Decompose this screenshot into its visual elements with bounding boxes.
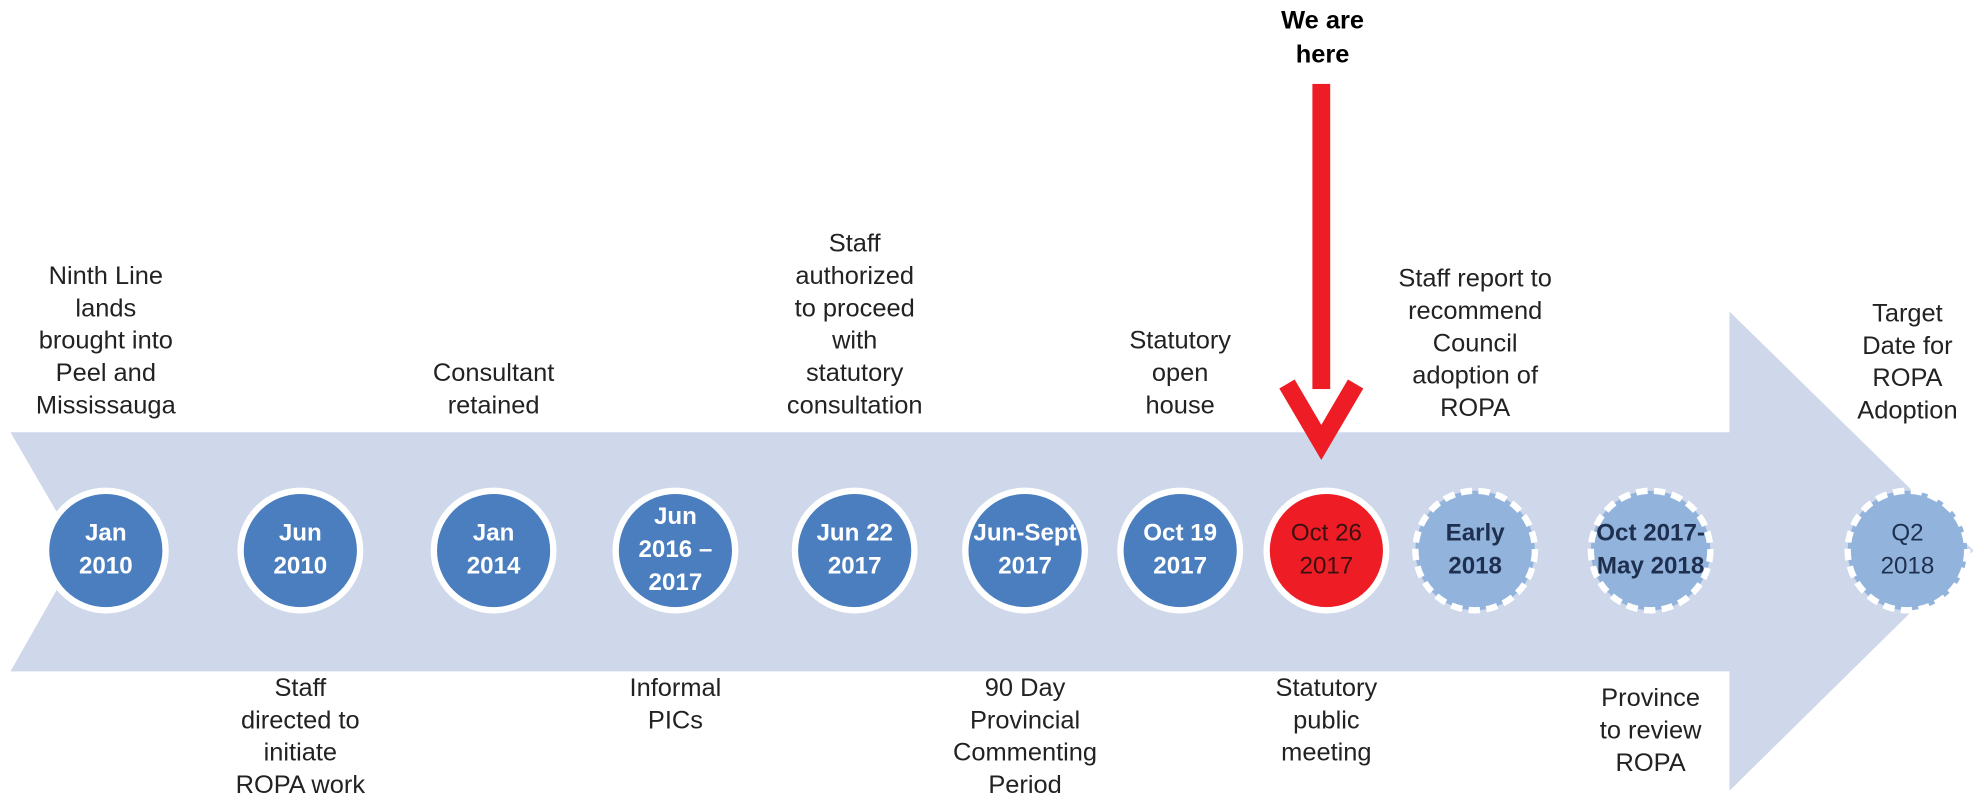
pointer-shaft	[1312, 83, 1331, 390]
milestone-text: lands	[75, 294, 136, 322]
milestone-circle	[1844, 487, 1971, 614]
pointer-text: We are	[1281, 6, 1364, 34]
milestone-text: PICs	[648, 706, 703, 734]
milestone-circle	[1117, 487, 1244, 614]
milestone-text: Commenting	[953, 739, 1097, 767]
milestone-date: Jun	[654, 503, 697, 530]
milestone-date: Early	[1446, 519, 1506, 546]
milestone-text: house	[1146, 392, 1215, 420]
milestone-text: ROPA	[1872, 364, 1942, 392]
milestone-text: 90 Day	[985, 674, 1066, 702]
milestone-text: Staff	[274, 674, 327, 702]
milestone-circle	[1263, 487, 1390, 614]
milestone-date: 2018	[1881, 552, 1935, 579]
milestone-text: Mississauga	[36, 392, 177, 420]
milestone-text: adoption of	[1412, 362, 1539, 390]
milestone-date: Jun	[279, 519, 322, 546]
milestone-text: ROPA work	[236, 771, 366, 799]
milestone-circle	[612, 487, 739, 614]
milestone-text: Statutory	[1129, 327, 1231, 355]
milestone-text: consultation	[787, 392, 923, 420]
milestone-text: Provincial	[970, 706, 1080, 734]
milestone-text: Ninth Line	[49, 262, 163, 290]
milestone-text: meeting	[1281, 739, 1371, 767]
milestone-circle	[42, 487, 169, 614]
milestone-text: ROPA	[1440, 394, 1510, 422]
milestone-circle	[237, 487, 364, 614]
milestone-text: Council	[1433, 329, 1518, 357]
milestone-date: 2017	[1153, 552, 1207, 579]
milestone-text: directed to	[241, 706, 360, 734]
milestone-text: open	[1152, 359, 1209, 387]
milestone-date: 2017	[828, 552, 882, 579]
milestone-text: with	[831, 327, 877, 355]
milestone-text: statutory	[806, 359, 904, 387]
milestone-date: 2017	[998, 552, 1052, 579]
milestone-date: Jun 22	[816, 519, 892, 546]
milestone-date: Jun-Sept	[973, 519, 1076, 546]
milestone-text: retained	[448, 392, 540, 420]
milestone-text: Peel and	[56, 359, 156, 387]
milestone-text: brought into	[39, 327, 173, 355]
milestone-text: Adoption	[1857, 397, 1957, 425]
milestone-text: Informal	[630, 674, 722, 702]
milestone-text: Staff	[829, 229, 882, 257]
milestone-date: Oct 19	[1143, 519, 1217, 546]
milestone-text: public	[1293, 706, 1360, 734]
milestone-text: Period	[988, 771, 1061, 799]
milestone-text: Statutory	[1276, 674, 1378, 702]
milestone-text: authorized	[795, 262, 914, 290]
milestone-date: 2010	[79, 552, 133, 579]
milestone-date: Oct 26	[1291, 519, 1362, 546]
milestone-circle	[791, 487, 918, 614]
milestones: Jan 2010 Ninth Line lands brought into Peel a…	[36, 229, 1971, 799]
milestone-date: 2018	[1448, 552, 1502, 579]
pointer-text: here	[1296, 41, 1350, 69]
milestone-date: Q2	[1891, 519, 1923, 546]
milestone-text: recommend	[1408, 297, 1542, 325]
milestone-text: Staff report to	[1398, 264, 1551, 292]
milestone-text: initiate	[264, 739, 337, 767]
milestone-circle	[1587, 487, 1714, 614]
milestone-text: Consultant	[433, 359, 554, 387]
milestone-date: May 2018	[1597, 552, 1704, 579]
milestone-date: Jan	[473, 519, 515, 546]
pointer-head	[1279, 379, 1364, 461]
milestone-date: 2017	[649, 569, 703, 596]
milestone-text: ROPA	[1616, 749, 1686, 777]
milestone-text: Target	[1872, 299, 1943, 327]
milestone-date: 2014	[467, 552, 521, 579]
pointer-label: We are here	[1281, 6, 1364, 68]
milestone-date: 2010	[273, 552, 327, 579]
milestone-date: Jan	[85, 519, 127, 546]
milestone-circle	[1412, 487, 1539, 614]
milestone-date: 2017	[1300, 552, 1354, 579]
milestone-circle	[962, 487, 1088, 614]
milestone-circle	[430, 487, 557, 614]
milestone-date: 2016 –	[638, 536, 712, 563]
milestone-text: to proceed	[795, 294, 915, 322]
milestone-text: Province	[1601, 684, 1700, 712]
milestone-text: Date for	[1862, 332, 1953, 360]
milestone-text: to review	[1600, 716, 1702, 744]
milestone-date: Oct 2017-	[1596, 519, 1705, 546]
